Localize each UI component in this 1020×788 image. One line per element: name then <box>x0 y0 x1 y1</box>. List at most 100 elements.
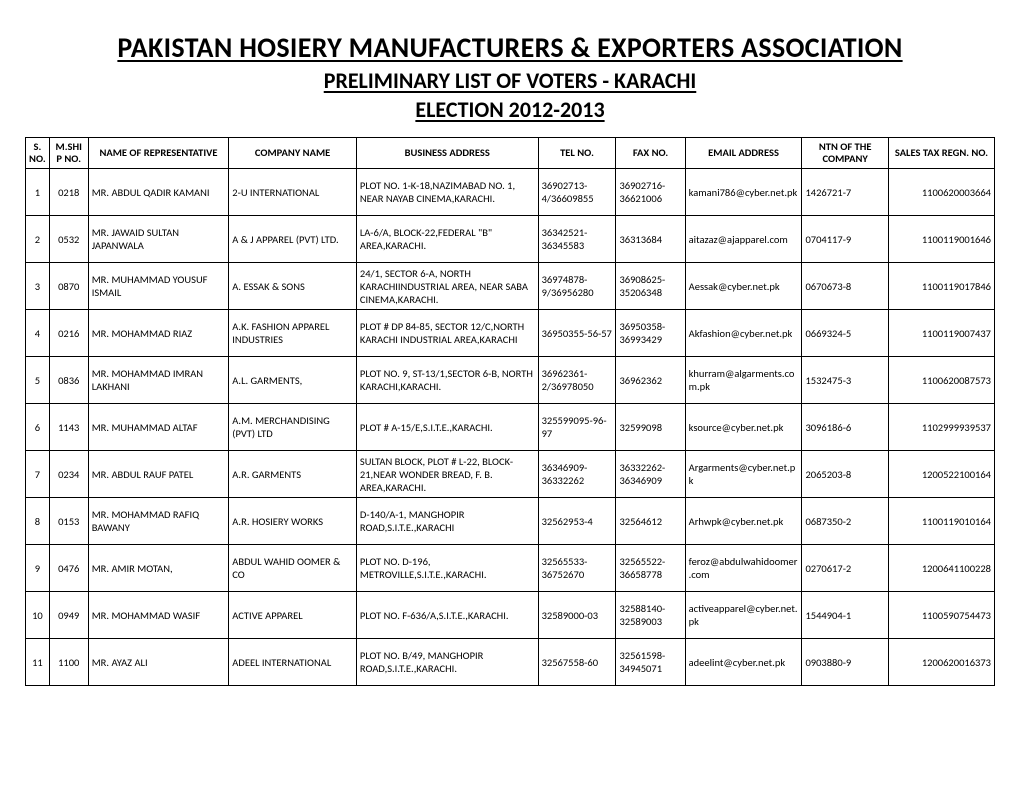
table-row: 50836MR. MOHAMMAD IMRAN LAKHANIA.L. GARM… <box>26 357 995 404</box>
cell-stx: 1100590754473 <box>888 592 994 639</box>
cell-ntn: 0687350-2 <box>802 498 889 545</box>
cell-tel: 32562953-4 <box>538 498 616 545</box>
table-row: 100949MR. MOHAMMAD WASIFACTIVE APPARELPL… <box>26 592 995 639</box>
cell-mship: 1100 <box>49 639 88 686</box>
col-sno: S. NO. <box>26 138 50 169</box>
cell-fax: 32564612 <box>616 498 685 545</box>
col-addr: BUSINESS ADDRESS <box>356 138 538 169</box>
cell-tel: 36902713-4/36609855 <box>538 169 616 216</box>
cell-rep: MR. MOHAMMAD WASIF <box>88 592 229 639</box>
table-row: 40216MR. MOHAMMAD RIAZA.K. FASHION APPAR… <box>26 310 995 357</box>
cell-sno: 2 <box>26 216 50 263</box>
cell-company: A. ESSAK & SONS <box>229 263 357 310</box>
cell-sno: 7 <box>26 451 50 498</box>
cell-sno: 11 <box>26 639 50 686</box>
cell-stx: 1102999939537 <box>888 404 994 451</box>
cell-ntn: 0270617-2 <box>802 545 889 592</box>
cell-company: A.L. GARMENTS, <box>229 357 357 404</box>
cell-sno: 6 <box>26 404 50 451</box>
cell-rep: MR. MOHAMMAD RIAZ <box>88 310 229 357</box>
cell-rep: MR. MUHAMMAD YOUSUF ISMAIL <box>88 263 229 310</box>
cell-mship: 0153 <box>49 498 88 545</box>
cell-tel: 36950355-56-57 <box>538 310 616 357</box>
cell-tel: 325599095-96-97 <box>538 404 616 451</box>
cell-ntn: 2065203-8 <box>802 451 889 498</box>
cell-rep: MR. MOHAMMAD RAFIQ BAWANY <box>88 498 229 545</box>
title-year: ELECTION 2012-2013 <box>25 96 995 123</box>
cell-company: A.M. MERCHANDISING (PVT) LTD <box>229 404 357 451</box>
col-mship: M.SHIP NO. <box>49 138 88 169</box>
cell-email: ksource@cyber.net.pk <box>685 404 802 451</box>
cell-mship: 0476 <box>49 545 88 592</box>
cell-fax: 32599098 <box>616 404 685 451</box>
table-row: 70234MR. ABDUL RAUF PATELA.R. GARMENTSSU… <box>26 451 995 498</box>
cell-email: Argarments@cyber.net.pk <box>685 451 802 498</box>
cell-sno: 5 <box>26 357 50 404</box>
cell-address: PLOT NO. B/49, MANGHOPIR ROAD,S.I.T.E.,K… <box>356 639 538 686</box>
cell-address: PLOT NO. D-196, METROVILLE,S.I.T.E.,KARA… <box>356 545 538 592</box>
cell-company: ADEEL INTERNATIONAL <box>229 639 357 686</box>
cell-ntn: 1532475-3 <box>802 357 889 404</box>
cell-email: Akfashion@cyber.net.pk <box>685 310 802 357</box>
cell-address: PLOT NO. 1-K-18,NAZIMABAD NO. 1, NEAR NA… <box>356 169 538 216</box>
cell-mship: 0234 <box>49 451 88 498</box>
cell-fax: 36962362 <box>616 357 685 404</box>
cell-mship: 0870 <box>49 263 88 310</box>
cell-stx: 1100119010164 <box>888 498 994 545</box>
cell-stx: 1200522100164 <box>888 451 994 498</box>
cell-mship: 0218 <box>49 169 88 216</box>
col-rep: NAME OF REPRESENTATIVE <box>88 138 229 169</box>
cell-fax: 36332262-36346909 <box>616 451 685 498</box>
cell-mship: 0216 <box>49 310 88 357</box>
cell-ntn: 0903880-9 <box>802 639 889 686</box>
document-header: PAKISTAN HOSIERY MANUFACTURERS & EXPORTE… <box>25 30 995 123</box>
cell-rep: MR. MOHAMMAD IMRAN LAKHANI <box>88 357 229 404</box>
cell-fax: 32588140-32589003 <box>616 592 685 639</box>
cell-tel: 36962361-2/36978050 <box>538 357 616 404</box>
cell-stx: 1100119007437 <box>888 310 994 357</box>
cell-email: activeapparel@cyber.net.pk <box>685 592 802 639</box>
cell-address: PLOT NO. F-636/A,S.I.T.E.,KARACHI. <box>356 592 538 639</box>
cell-stx: 1100620087573 <box>888 357 994 404</box>
table-row: 10218MR. ABDUL QADIR KAMANI2-U INTERNATI… <box>26 169 995 216</box>
cell-email: adeelint@cyber.net.pk <box>685 639 802 686</box>
cell-address: PLOT # DP 84-85, SECTOR 12/C,NORTH KARAC… <box>356 310 538 357</box>
table-row: 90476MR. AMIR MOTAN,ABDUL WAHID OOMER & … <box>26 545 995 592</box>
cell-address: LA-6/A, BLOCK-22,FEDERAL "B" AREA,KARACH… <box>356 216 538 263</box>
table-row: 30870MR. MUHAMMAD YOUSUF ISMAILA. ESSAK … <box>26 263 995 310</box>
cell-address: D-140/A-1, MANGHOPIR ROAD,S.I.T.E.,KARAC… <box>356 498 538 545</box>
cell-address: 24/1, SECTOR 6-A, NORTH KARACHIINDUSTRIA… <box>356 263 538 310</box>
cell-ntn: 1426721-7 <box>802 169 889 216</box>
table-row: 20532MR. JAWAID SULTAN JAPANWALAA & J AP… <box>26 216 995 263</box>
cell-tel: 36974878-9/36956280 <box>538 263 616 310</box>
voters-table: S. NO. M.SHIP NO. NAME OF REPRESENTATIVE… <box>25 137 995 686</box>
cell-rep: MR. ABDUL RAUF PATEL <box>88 451 229 498</box>
cell-stx: 1100119017846 <box>888 263 994 310</box>
col-email: EMAIL ADDRESS <box>685 138 802 169</box>
cell-company: 2-U INTERNATIONAL <box>229 169 357 216</box>
cell-fax: 36313684 <box>616 216 685 263</box>
cell-rep: MR. AMIR MOTAN, <box>88 545 229 592</box>
cell-fax: 32561598-34945071 <box>616 639 685 686</box>
cell-company: A.R. GARMENTS <box>229 451 357 498</box>
cell-email: aitazaz@ajapparel.com <box>685 216 802 263</box>
col-ntn: NTN OF THE COMPANY <box>802 138 889 169</box>
cell-tel: 32565533-36752670 <box>538 545 616 592</box>
cell-sno: 8 <box>26 498 50 545</box>
cell-rep: MR. ABDUL QADIR KAMANI <box>88 169 229 216</box>
cell-ntn: 0670673-8 <box>802 263 889 310</box>
cell-ntn: 0704117-9 <box>802 216 889 263</box>
cell-tel: 32567558-60 <box>538 639 616 686</box>
cell-rep: MR. MUHAMMAD ALTAF <box>88 404 229 451</box>
cell-stx: 1200620016373 <box>888 639 994 686</box>
cell-rep: MR. AYAZ ALI <box>88 639 229 686</box>
cell-email: Aessak@cyber.net.pk <box>685 263 802 310</box>
cell-company: ACTIVE APPAREL <box>229 592 357 639</box>
cell-sno: 1 <box>26 169 50 216</box>
cell-mship: 0836 <box>49 357 88 404</box>
cell-address: PLOT # A-15/E,S.I.T.E.,KARACHI. <box>356 404 538 451</box>
cell-stx: 1100620003664 <box>888 169 994 216</box>
cell-stx: 1100119001646 <box>888 216 994 263</box>
cell-fax: 36902716-36621006 <box>616 169 685 216</box>
cell-mship: 0532 <box>49 216 88 263</box>
